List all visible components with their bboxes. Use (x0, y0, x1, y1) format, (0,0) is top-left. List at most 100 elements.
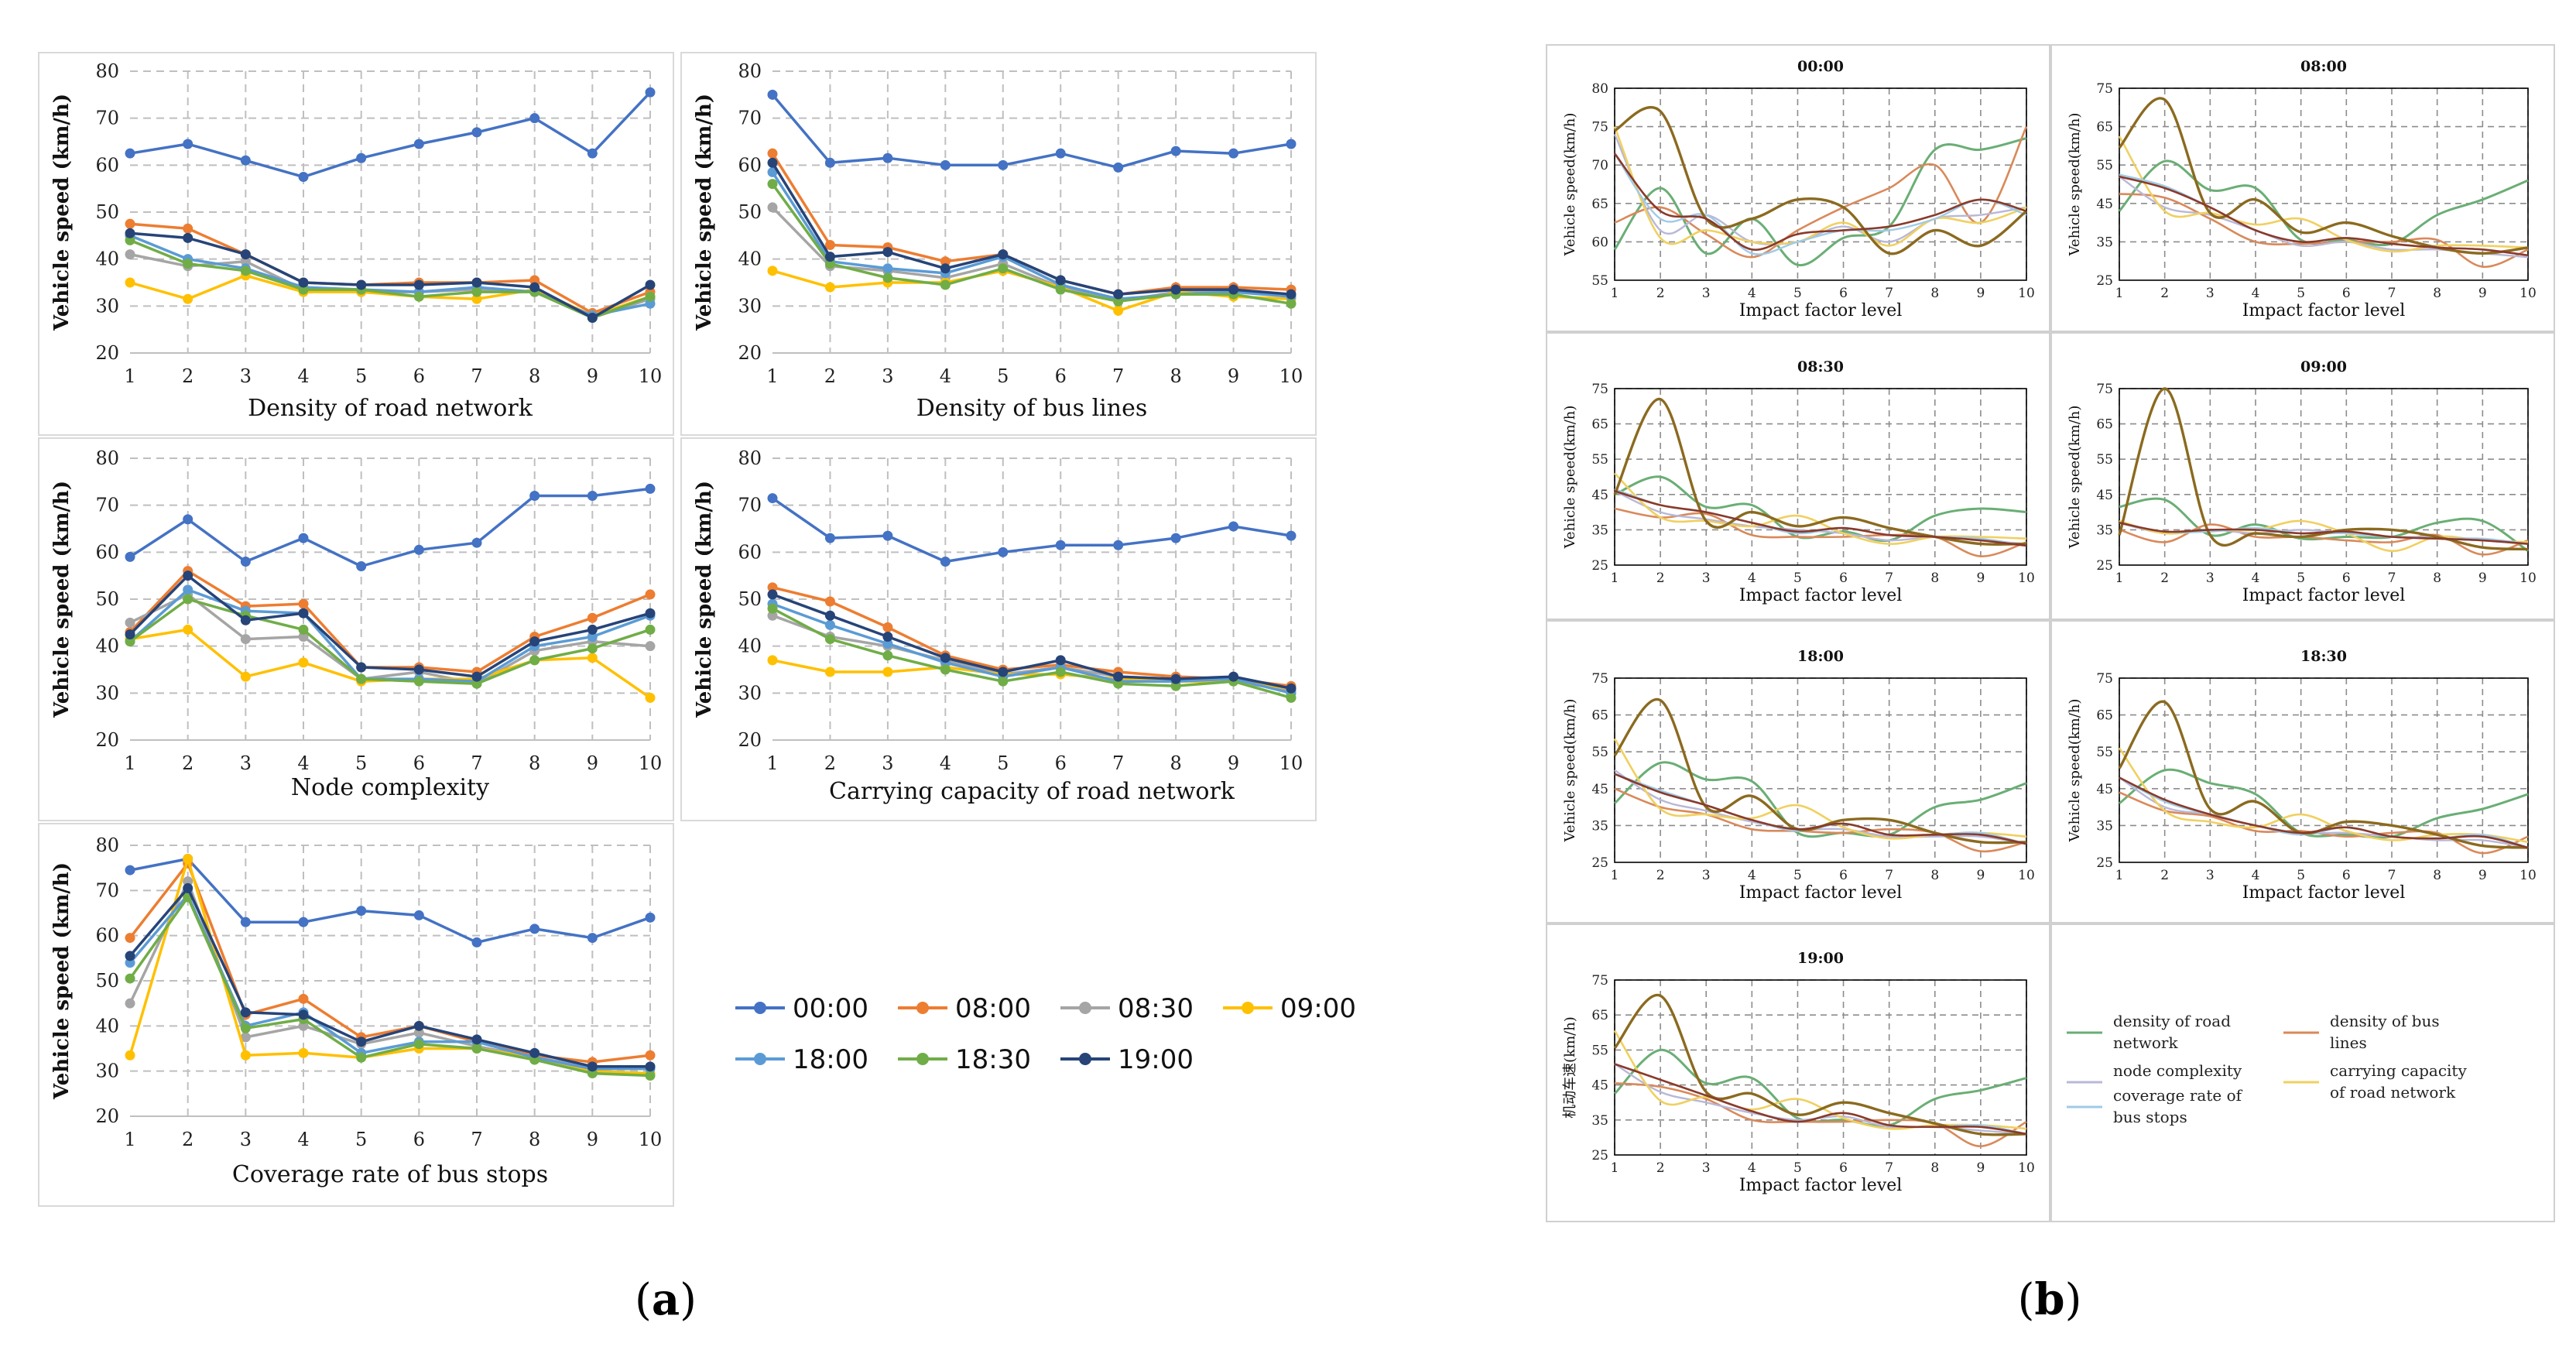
data-point (940, 664, 951, 675)
series-density-of-road-network (1613, 761, 2027, 838)
x-tick-label: 5 (2297, 286, 2305, 301)
data-point (125, 636, 135, 647)
data-point (183, 139, 194, 149)
x-tick-label: 10 (1279, 752, 1303, 774)
y-tick-label: 80 (95, 60, 119, 82)
y-axis-label: Vehicle speed (km/h) (693, 94, 716, 331)
y-tick-label: 75 (1591, 382, 1608, 397)
data-point (587, 313, 598, 323)
data-point (529, 282, 540, 293)
y-axis-label: Vehicle speed(km/h) (2067, 406, 2083, 550)
legend-b-item: coverage rate of bus stops (2067, 1086, 2243, 1126)
x-tick-label: 10 (2519, 571, 2537, 586)
x-tick-label: 5 (1793, 286, 1802, 301)
data-point (413, 910, 424, 920)
series-00-00 (125, 483, 656, 572)
data-point (767, 157, 778, 168)
data-point (125, 951, 135, 961)
data-point (240, 671, 251, 682)
x-tick-label: 10 (2018, 286, 2035, 301)
x-tick-label: 3 (2206, 286, 2215, 301)
data-point (356, 673, 367, 684)
data-point (183, 259, 194, 269)
x-tick-label: 1 (2115, 868, 2124, 883)
series-node-complexity (1614, 769, 2027, 845)
data-point (998, 249, 1009, 260)
series-line (771, 183, 1292, 306)
data-point (183, 854, 194, 864)
data-point (529, 636, 540, 647)
x-tick-label: 1 (1611, 1160, 1619, 1176)
x-tick-label: 7 (2388, 571, 2396, 586)
data-point (1286, 530, 1297, 541)
x-tick-label: 3 (240, 365, 252, 387)
y-tick-label: 60 (738, 541, 762, 563)
x-tick-label: 2 (1656, 1160, 1665, 1176)
y-axis-label: Vehicle speed (km/h) (693, 481, 716, 718)
data-point (413, 279, 424, 290)
data-point (125, 998, 135, 1009)
y-tick-label: 65 (1591, 197, 1608, 212)
caption-b: (b) (2018, 1274, 2082, 1325)
data-point (298, 993, 309, 1004)
data-point (940, 279, 951, 290)
x-tick-label: 10 (639, 752, 663, 774)
series-curve (2119, 522, 2529, 545)
x-tick-label: 2 (824, 365, 836, 387)
x-tick-label: 2 (1656, 868, 1665, 883)
data-point (645, 1071, 656, 1081)
data-point (240, 1050, 251, 1061)
series-curve (2119, 791, 2529, 855)
data-point (356, 1052, 367, 1063)
legend-a-label: 08:30 (1118, 993, 1194, 1024)
y-tick-label: 70 (95, 495, 119, 516)
series-curve (2119, 768, 2529, 839)
x-tick-label: 10 (2018, 1160, 2035, 1176)
y-tick-label: 25 (1591, 1148, 1608, 1163)
legend-a-label: 09:00 (1280, 993, 1356, 1024)
y-tick-label: 50 (95, 588, 119, 610)
data-point (471, 127, 482, 138)
x-tick-label: 8 (1170, 365, 1181, 387)
y-tick-label: 65 (2096, 417, 2113, 433)
data-point (356, 279, 367, 290)
data-point (645, 483, 656, 494)
chart-title: 00:00 (1797, 58, 1844, 75)
data-point (298, 1047, 309, 1058)
data-point (767, 89, 778, 100)
y-tick-label: 25 (2096, 855, 2113, 871)
series-carrying-capacity-of-road-network (1613, 1030, 2027, 1130)
data-point (1228, 284, 1239, 295)
x-axis-label: Carrying capacity of road network (829, 778, 1235, 805)
x-tick-label: 1 (124, 1129, 135, 1150)
data-point (356, 561, 367, 572)
data-point (529, 491, 540, 502)
series-line (772, 593, 1292, 690)
x-tick-label: 2 (2160, 571, 2169, 586)
y-tick-label: 65 (1591, 708, 1608, 724)
data-point (298, 172, 309, 182)
y-tick-label: 35 (2096, 818, 2113, 834)
series-curve (1614, 1063, 2027, 1136)
data-point (1228, 148, 1239, 159)
x-tick-label: 5 (1793, 868, 1802, 883)
data-point (1228, 671, 1239, 682)
legend-a-marker (754, 1002, 766, 1014)
x-axis-label: Impact factor level (1739, 1176, 1903, 1195)
data-point (413, 139, 424, 149)
x-tick-label: 3 (882, 752, 893, 774)
chart-a3: 20 30 40 50 60 70 80 1 2 3 4 5 6 7 8 9 10 Node complexity… (50, 447, 662, 801)
data-point (240, 634, 251, 645)
data-point (240, 1007, 251, 1018)
data-point (998, 263, 1009, 274)
x-tick-label: 7 (1112, 365, 1124, 387)
y-tick-label: 35 (2096, 235, 2113, 250)
data-point (471, 671, 482, 682)
x-tick-label: 3 (1702, 571, 1711, 586)
y-tick-label: 50 (738, 588, 762, 610)
y-tick-label: 40 (738, 636, 762, 657)
data-point (645, 87, 656, 98)
x-axis-label: Coverage rate of bus stops (232, 1161, 548, 1188)
